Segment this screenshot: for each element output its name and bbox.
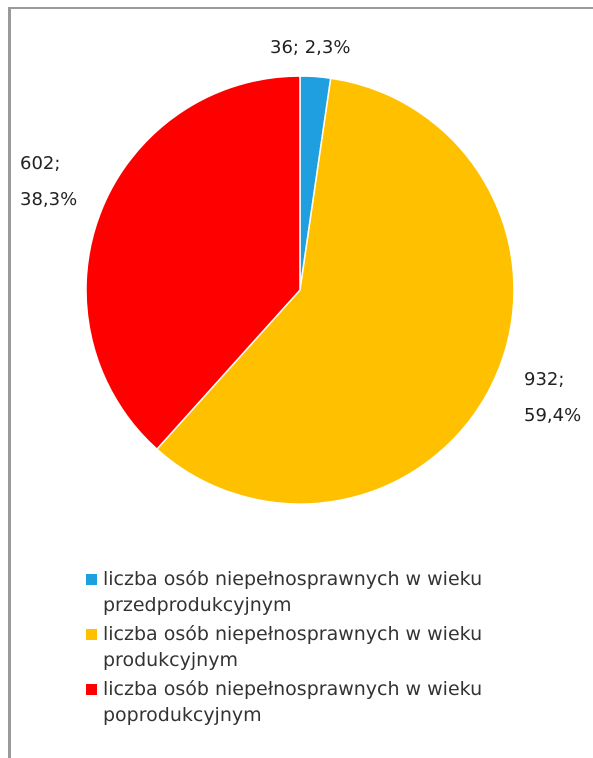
legend-label: liczba osób niepełnosprawnych w wieku pr…: [103, 568, 483, 616]
legend-swatch: [86, 684, 97, 695]
legend-swatch: [86, 574, 97, 585]
data-label: 932; 59,4%: [524, 369, 582, 426]
legend: liczba osób niepełnosprawnych w wieku pr…: [86, 566, 556, 731]
legend-label: liczba osób niepełnosprawnych w wieku pr…: [103, 623, 483, 671]
legend-item: liczba osób niepełnosprawnych w wieku pr…: [86, 621, 556, 673]
legend-item: liczba osób niepełnosprawnych w wieku po…: [86, 676, 556, 728]
legend-item: liczba osób niepełnosprawnych w wieku pr…: [86, 566, 556, 618]
data-label: 602; 38,3%: [20, 153, 78, 210]
chart: [85, 75, 515, 505]
pie-slice: [155, 77, 515, 505]
data-label: 36; 2,3%: [270, 37, 351, 58]
pie-slice: [85, 75, 301, 451]
legend-label: liczba osób niepełnosprawnych w wieku po…: [103, 678, 483, 726]
frame: [8, 7, 11, 758]
frame: [8, 7, 593, 9]
legend-swatch: [86, 629, 97, 640]
